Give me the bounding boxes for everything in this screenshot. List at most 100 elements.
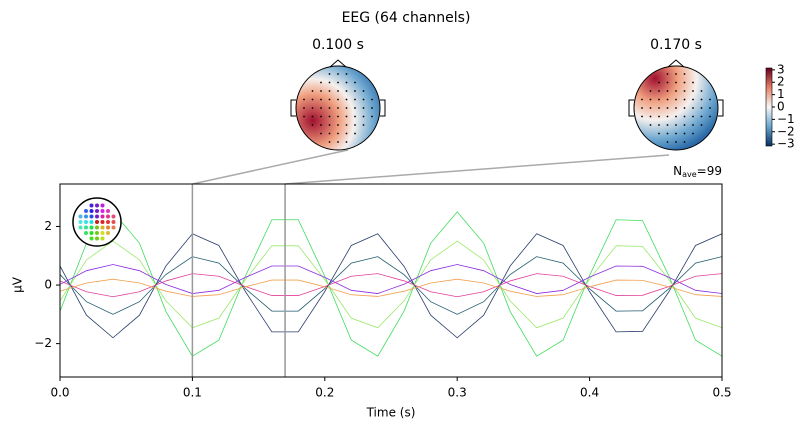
- sensor: [303, 98, 305, 101]
- sensor: [683, 141, 686, 143]
- head-outline: [628, 59, 724, 117]
- inset-sensor: [100, 203, 105, 208]
- sensor: [683, 124, 686, 126]
- x-tick-label: 0.4: [580, 386, 599, 400]
- sensor: [345, 98, 348, 101]
- inset-sensor: [95, 214, 99, 219]
- series-line: [60, 256, 722, 315]
- inset-sensor: [100, 225, 105, 230]
- sensor: [371, 107, 373, 109]
- sensor: [345, 124, 348, 126]
- sensor: [311, 124, 314, 126]
- sensor: [303, 107, 305, 109]
- sensor: [320, 107, 322, 109]
- inset-sensor: [89, 214, 94, 219]
- inset-sensor: [95, 231, 99, 235]
- sensor: [666, 81, 669, 84]
- sensor: [675, 132, 677, 135]
- topomap-title: 0.170 s: [650, 37, 702, 53]
- x-tick-label: 0.2: [315, 386, 334, 400]
- inset-sensor: [84, 231, 88, 235]
- sensor: [709, 115, 711, 118]
- inset-sensor: [78, 220, 83, 224]
- sensor: [354, 132, 356, 135]
- plot-frame: [59, 183, 723, 378]
- sensor: [700, 90, 703, 92]
- sensor: [303, 115, 305, 118]
- sensor: [345, 73, 348, 75]
- sensor: [649, 90, 652, 92]
- series-line: [60, 233, 722, 339]
- sensor: [666, 98, 669, 101]
- sensor: [320, 115, 322, 118]
- sensor: [675, 73, 677, 75]
- inset-sensor: [89, 236, 94, 241]
- topomap-title: 0.100 s: [312, 37, 364, 53]
- sensor: [666, 107, 669, 109]
- series-line: [60, 273, 722, 298]
- inset-sensor: [89, 203, 94, 208]
- colorbar-tick-label: 2: [777, 75, 785, 89]
- x-tick-label: 0.5: [712, 386, 731, 400]
- sensor: [709, 98, 711, 101]
- sensor: [675, 115, 677, 118]
- sensor: [354, 81, 356, 84]
- x-axis-label: Time (s): [366, 406, 416, 420]
- sensor: [311, 107, 314, 109]
- colorbar-tick-label: 3: [777, 62, 785, 76]
- sensor: [354, 98, 356, 101]
- sensor: [320, 90, 322, 92]
- sensor: [692, 115, 694, 118]
- sensor: [641, 98, 643, 101]
- sensor: [658, 107, 660, 109]
- inset-sensor: [84, 209, 88, 213]
- sensor: [328, 141, 331, 143]
- sensor: [666, 90, 669, 92]
- sensor: [683, 81, 686, 84]
- sensor: [700, 115, 703, 118]
- sensor: [345, 132, 348, 135]
- inset-sensor: [111, 225, 116, 230]
- sensor: [658, 81, 660, 84]
- sensor: [362, 98, 365, 101]
- sensor: [666, 115, 669, 118]
- inset-sensor: [106, 220, 110, 224]
- sensor: [675, 81, 677, 84]
- sensor: [354, 107, 356, 109]
- inset-sensor: [95, 236, 99, 241]
- series-line: [60, 278, 722, 297]
- inset-sensor: [84, 220, 88, 224]
- sensor: [337, 90, 339, 92]
- sensor: [666, 132, 669, 135]
- sensor: [683, 107, 686, 109]
- sensor: [692, 81, 694, 84]
- inset-sensor: [100, 209, 105, 213]
- sensor: [692, 132, 694, 135]
- sensor: [658, 124, 660, 126]
- y-tick-label: 0: [44, 278, 52, 292]
- nave-text: =99: [697, 164, 722, 178]
- inset-sensor: [84, 225, 88, 230]
- sensor: [337, 107, 339, 109]
- colorbar-tick-label: −2: [777, 124, 795, 138]
- nave-subscript: ave: [682, 170, 697, 179]
- sensor: [658, 98, 660, 101]
- colorbar-tick-label: −3: [777, 137, 795, 151]
- sensor: [675, 90, 677, 92]
- colorbar: [765, 67, 773, 147]
- sensor: [311, 90, 314, 92]
- sensor: [700, 107, 703, 109]
- sensor: [658, 115, 660, 118]
- inset-sensor: [100, 236, 105, 241]
- sensor: [649, 124, 652, 126]
- sensor: [362, 90, 365, 92]
- sensor: [692, 124, 694, 126]
- sensor: [337, 98, 339, 101]
- inset-sensor: [100, 220, 105, 224]
- inset-sensor: [100, 231, 105, 235]
- sensor: [328, 73, 331, 75]
- colorbar-tick-label: −1: [777, 112, 795, 126]
- sensor: [641, 115, 643, 118]
